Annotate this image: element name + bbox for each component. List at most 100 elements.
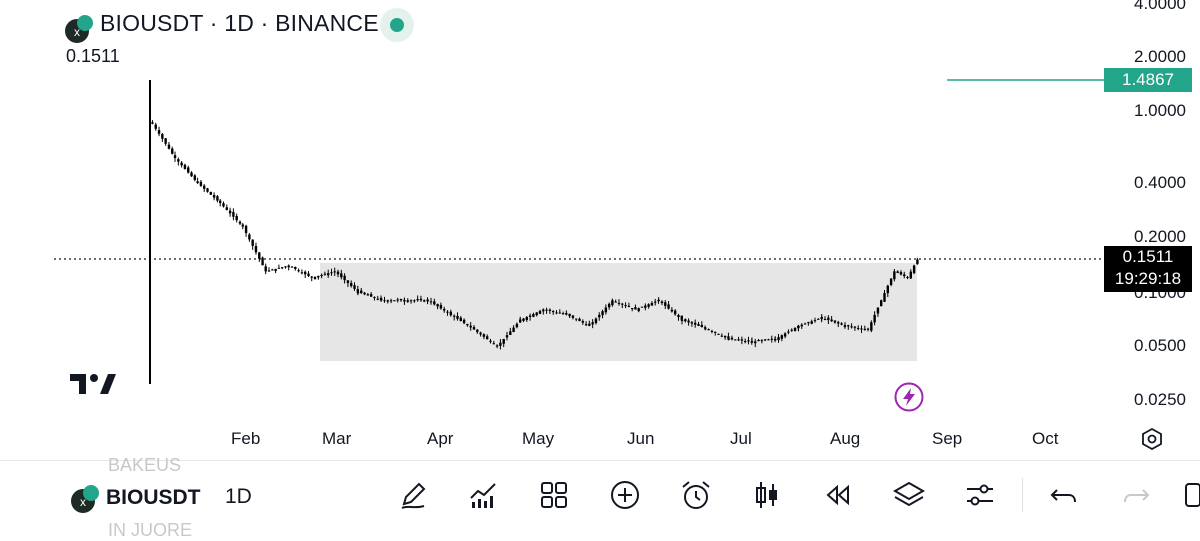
candle-body (797, 325, 800, 328)
candle-body (350, 282, 353, 287)
chart-title[interactable]: BIOUSDT · 1D · BINANCE (100, 10, 379, 36)
candle-body (906, 276, 909, 278)
candle-body (837, 322, 840, 324)
undo-icon[interactable] (1047, 478, 1081, 512)
candle-body (379, 299, 383, 301)
tradingview-logo-icon[interactable] (70, 372, 116, 396)
candle-body (830, 319, 833, 322)
candle-body (747, 340, 750, 342)
horizontal-line-price-tag[interactable]: 1.4867 (1104, 68, 1192, 92)
candle-body (730, 337, 734, 340)
candle-body (522, 318, 525, 321)
candle-body (436, 304, 439, 307)
candle-body (555, 312, 558, 314)
redo-icon[interactable] (1119, 478, 1153, 512)
candle-body (793, 327, 797, 331)
candle-body (820, 317, 823, 319)
candle-body (640, 306, 644, 308)
candle-body (509, 331, 512, 335)
candle-body (209, 191, 213, 195)
candle-body (697, 324, 700, 326)
candle-body (519, 319, 522, 321)
candle-body (287, 265, 290, 268)
chart-area[interactable]: x BIOUSDT · 1D · BINANCE 0.1511 4.0000 2… (0, 0, 1200, 460)
candle-body (680, 320, 684, 322)
candle-body (423, 300, 426, 302)
candle-body (886, 285, 889, 294)
x-tick: Oct (1032, 429, 1059, 448)
market-status-indicator[interactable] (380, 8, 414, 42)
candle-body (581, 321, 585, 323)
candle-body (433, 301, 436, 305)
symbol-selector[interactable]: BIOUSDT (106, 486, 201, 509)
candle-body (720, 335, 724, 337)
candle-body (637, 308, 640, 312)
x-tick: May (522, 429, 555, 448)
pencil-icon[interactable] (396, 478, 430, 512)
candle-body (409, 300, 413, 302)
candle-body (193, 175, 197, 180)
chart-settings-icon[interactable] (1140, 427, 1164, 451)
candle-body (767, 339, 770, 341)
candle-body (356, 292, 360, 294)
x-tick: Feb (231, 429, 261, 448)
candle-body (258, 252, 261, 259)
candle-body (760, 340, 764, 342)
candle-body (873, 314, 876, 323)
candle-body (594, 318, 598, 324)
indicators-icon[interactable] (466, 478, 500, 512)
candle-body (690, 322, 694, 324)
settings-sliders-icon[interactable] (963, 478, 997, 512)
y-tick: 0.0250 (1134, 390, 1186, 409)
candle-body (687, 320, 690, 323)
candle-body (386, 300, 389, 302)
candle-body (870, 322, 873, 331)
candle-body (443, 308, 446, 311)
alarm-icon[interactable] (679, 478, 713, 512)
candle-body (790, 329, 793, 331)
candle-body (330, 272, 333, 274)
candle-body (183, 164, 187, 169)
candle-body (310, 276, 313, 278)
candle-body (598, 314, 601, 318)
candle-body (360, 290, 363, 294)
candle-body (228, 210, 232, 214)
candle-body (343, 275, 346, 281)
candle-body (271, 269, 274, 271)
candle-body (813, 320, 817, 322)
price-chart[interactable] (0, 0, 1200, 460)
candle-body (777, 337, 780, 341)
layers-icon[interactable] (892, 478, 926, 512)
candle-body (254, 246, 258, 253)
add-circle-icon[interactable] (608, 478, 642, 512)
candle-body (860, 328, 863, 330)
interval-selector[interactable]: 1D (225, 485, 252, 508)
layout-grid-icon[interactable] (537, 478, 571, 512)
candle-body (879, 300, 883, 307)
candle-body (180, 162, 183, 166)
candle-body (456, 315, 459, 319)
candle-body (317, 275, 320, 278)
replay-icon[interactable] (821, 478, 855, 512)
candle-body (843, 325, 847, 327)
svg-text:x: x (74, 25, 80, 39)
candle-body (750, 341, 754, 343)
candles-icon[interactable] (750, 478, 784, 512)
candle-body (624, 305, 627, 307)
candle-body (750, 341, 753, 343)
candle-body (403, 300, 406, 302)
candle-body (800, 324, 803, 327)
candle-body (565, 313, 568, 315)
candle-body (373, 297, 376, 299)
lightning-icon[interactable] (894, 382, 924, 412)
bottom-toolbar (0, 460, 1200, 533)
y-tick: 1.0000 (1134, 101, 1186, 120)
candle-body (650, 302, 654, 306)
candle-body (196, 181, 199, 184)
candle-body (439, 304, 443, 309)
candle-body (489, 340, 492, 342)
more-icon[interactable] (1178, 478, 1200, 512)
candle-body (774, 338, 777, 341)
candle-body (535, 312, 538, 316)
candle-body (548, 309, 552, 311)
